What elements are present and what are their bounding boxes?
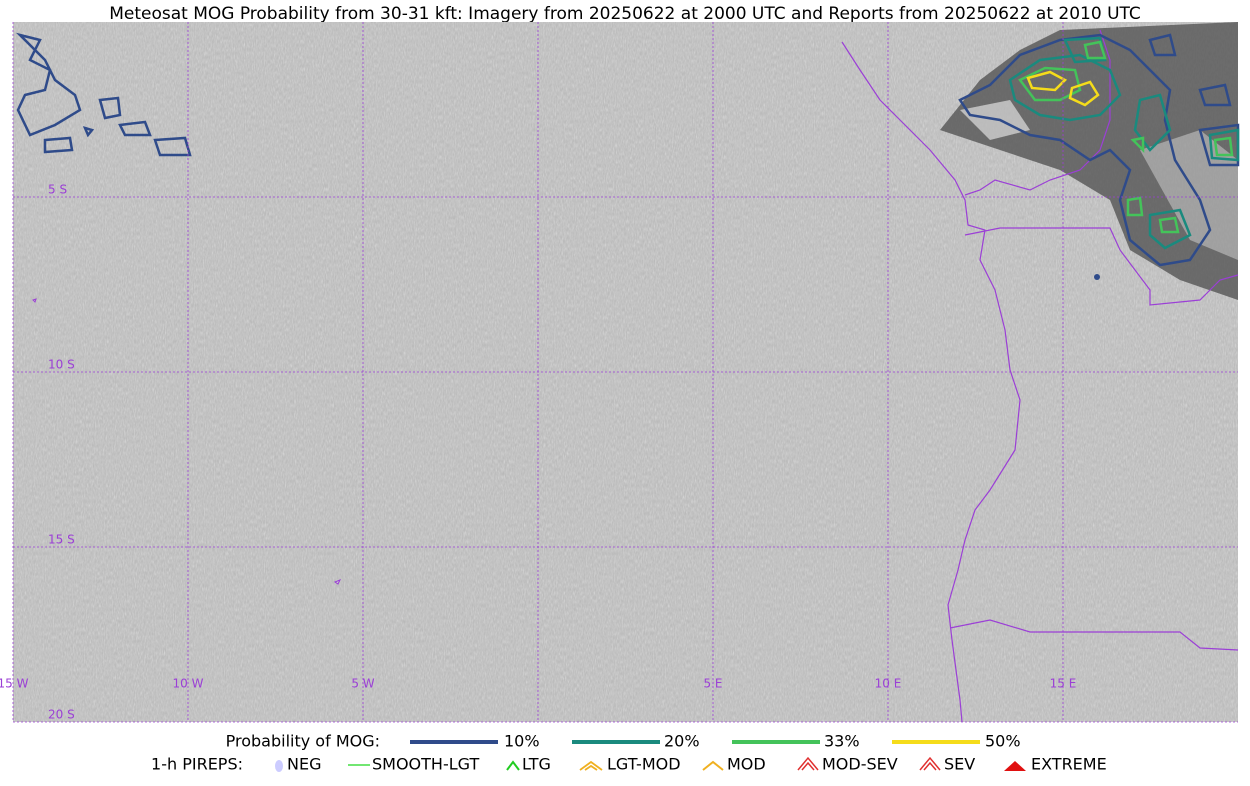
legend-label: MOD [727, 755, 766, 774]
lon-label: 15 W [0, 677, 29, 691]
ltg-icon [506, 760, 520, 771]
legend-label: 33% [824, 732, 860, 751]
contour-dot [1094, 274, 1100, 280]
mog-contours [15, 32, 1240, 267]
legend-label: LGT-MOD [607, 755, 681, 774]
lon-label: 5 W [351, 677, 374, 691]
legend-label: 10% [504, 732, 540, 751]
lon-label: 10 W [173, 677, 204, 691]
lat-label: 10 S [48, 358, 75, 372]
coastline [841, 29, 1239, 723]
map: 5 S 10 S 15 S 20 S 15 W 10 W 5 W 5 E 10 E 15 E [0, 22, 1240, 723]
mod-icon [702, 760, 724, 771]
lat-label: 5 S [48, 183, 67, 197]
title: Meteosat MOG Probability from 30-31 kft:… [109, 4, 1141, 24]
lon-label: 5 E [703, 677, 722, 691]
legend-label: 50% [985, 732, 1021, 751]
legend-label: SMOOTH-LGT [372, 755, 479, 774]
mod-sev-icon [797, 756, 819, 771]
sev-icon [919, 756, 941, 771]
legend-label: MOD-SEV [822, 755, 898, 774]
legend-label: 20% [664, 732, 700, 751]
legend-label: NEG [287, 755, 321, 774]
neg-icon [275, 760, 283, 772]
lat-label: 15 S [48, 533, 75, 547]
legend: Probability of MOG: 10% 20% 33% 50% 1-h … [151, 732, 1107, 774]
lgt-mod-icon [579, 760, 603, 771]
extreme-icon [1004, 761, 1026, 771]
graticule: 5 S 10 S 15 S 20 S 15 W 10 W 5 W 5 E 10 E 15 E [0, 22, 1238, 723]
lon-label: 10 E [875, 677, 902, 691]
legend-title: 1-h PIREPS: [151, 755, 243, 774]
lon-label: 15 E [1050, 677, 1077, 691]
legend-label: LTG [522, 755, 551, 774]
legend-title: Probability of MOG: [226, 732, 380, 751]
legend-label: SEV [944, 755, 975, 774]
legend-label: EXTREME [1031, 755, 1107, 774]
lat-label: 20 S [48, 708, 75, 722]
islands [32, 298, 342, 585]
